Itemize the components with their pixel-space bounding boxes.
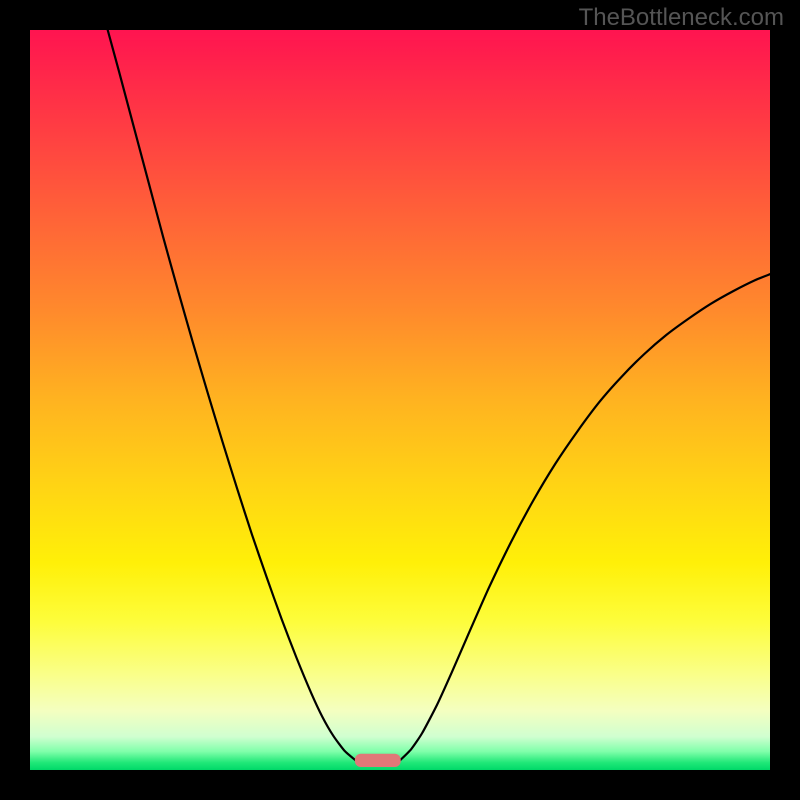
bottleneck-chart (0, 0, 800, 800)
plot-background-gradient (30, 30, 770, 770)
bottleneck-marker (355, 754, 401, 767)
watermark-text: TheBottleneck.com (579, 4, 784, 32)
